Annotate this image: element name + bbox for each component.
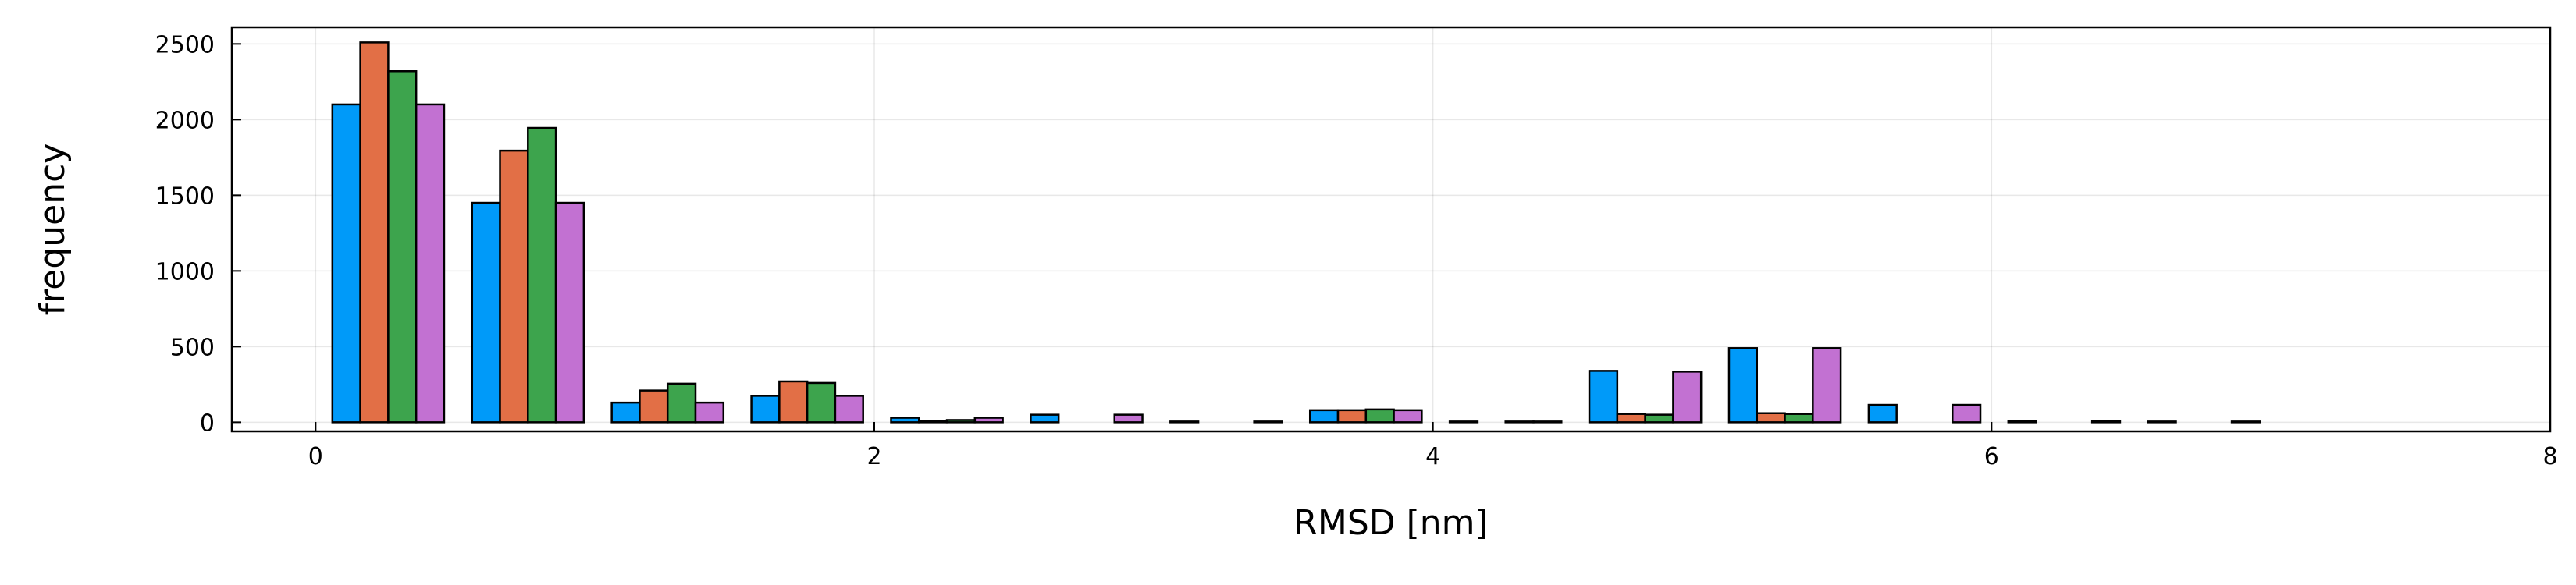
histogram-bar	[639, 389, 669, 424]
histogram-bar	[415, 103, 446, 424]
histogram-bar	[890, 417, 920, 424]
y-axis-label: frequency	[33, 144, 73, 316]
histogram-bar	[1030, 413, 1060, 424]
histogram-bar	[1588, 370, 1619, 424]
histogram-bar	[1364, 408, 1395, 424]
histogram-bar	[666, 382, 697, 424]
plot-frame	[230, 26, 2552, 433]
histogram-bar	[1393, 409, 1423, 424]
histogram-bar	[471, 201, 501, 424]
x-tick-label: 0	[308, 443, 323, 470]
histogram-bar	[1504, 420, 1535, 424]
y-tick-label: 2500	[155, 31, 215, 58]
x-tick-label: 8	[2542, 443, 2557, 470]
histogram-bar	[1727, 347, 1759, 424]
y-tick-label: 1500	[155, 183, 215, 210]
histogram-bar	[1951, 403, 1982, 424]
histogram-bar	[2147, 420, 2177, 424]
x-tick-label: 4	[1425, 443, 1440, 470]
y-tick-label: 2000	[155, 107, 215, 134]
histogram-bar	[778, 380, 809, 424]
histogram-bar	[1616, 413, 1646, 424]
histogram-bar	[1644, 413, 1674, 424]
x-tick-label: 6	[1984, 443, 1999, 470]
histogram-bar	[1532, 420, 1563, 424]
x-axis-label: RMSD [nm]	[1293, 503, 1488, 543]
histogram-bar	[1448, 420, 1479, 424]
histogram-bar	[2007, 420, 2037, 424]
histogram-bar	[331, 103, 361, 424]
x-tick-label: 2	[866, 443, 881, 470]
histogram-bar	[2090, 420, 2122, 424]
histogram-bar	[1812, 347, 1842, 424]
histogram-bar	[945, 419, 977, 424]
histogram-bar	[694, 401, 725, 424]
histogram-bar	[2230, 420, 2261, 424]
histogram-bar	[387, 70, 418, 424]
histogram-bar	[1867, 403, 1898, 424]
histogram-bar	[1253, 420, 1283, 424]
histogram-bar	[973, 417, 1004, 424]
histogram-bar	[806, 381, 837, 424]
histogram-bar	[527, 126, 557, 424]
histogram-bar	[1169, 420, 1200, 424]
histogram-bar	[1113, 413, 1144, 424]
histogram-bar	[499, 149, 529, 424]
histogram-bar	[554, 201, 585, 424]
y-tick-label: 1000	[155, 258, 215, 285]
histogram-bar	[834, 395, 864, 424]
histogram-bar	[750, 395, 781, 424]
axis-ticks: 0 2 4 6 8 0 500 1000 1500 2000 2500	[155, 31, 2558, 470]
histogram-bar	[1784, 413, 1814, 424]
histogram-bar	[918, 420, 948, 424]
bars	[331, 41, 2261, 424]
histogram-bar	[1336, 409, 1368, 424]
histogram-bar	[1308, 409, 1340, 424]
y-tick-label: 0	[200, 410, 215, 437]
y-tick-label: 500	[170, 334, 215, 361]
histogram-bar	[1756, 412, 1786, 424]
grid	[232, 27, 2551, 431]
histogram-bar	[359, 41, 390, 424]
histogram-bar	[1672, 370, 1703, 424]
histogram-bar	[610, 401, 641, 424]
